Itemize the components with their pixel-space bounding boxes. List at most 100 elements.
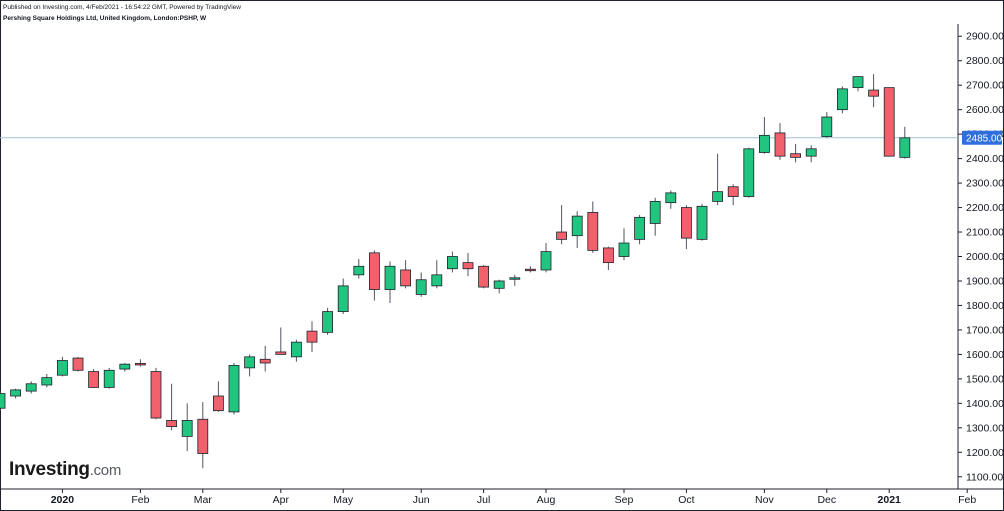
candle-body — [88, 371, 99, 388]
chart-subtitle: Pershing Square Holdings Ltd, United Kin… — [3, 15, 207, 22]
y-tick-label: 1300.00 — [966, 422, 1004, 434]
y-tick-label: 2200.00 — [966, 202, 1004, 214]
y-tick-label: 2900.00 — [966, 31, 1004, 43]
y-tick-label: 1400.00 — [966, 398, 1004, 410]
candle-body — [228, 365, 240, 413]
candle-body — [556, 231, 567, 240]
candle-body — [868, 89, 879, 97]
candle-body — [571, 215, 583, 237]
candle-body — [72, 357, 84, 371]
candles — [0, 74, 911, 469]
candle-body — [634, 216, 645, 240]
candle-body — [805, 148, 817, 157]
x-tick-label: 2020 — [51, 494, 75, 506]
x-tick-label: Aug — [537, 494, 556, 506]
logo-name: Investing — [9, 459, 90, 480]
x-tick-label: Feb — [958, 494, 976, 506]
candle-body — [883, 87, 895, 157]
candle-body — [618, 242, 630, 257]
x-tick-label: Apr — [273, 494, 290, 506]
x-tick-label: Feb — [131, 494, 149, 506]
last-price-tag-bg — [962, 130, 1002, 145]
candle-body — [197, 418, 209, 454]
candle-body — [837, 88, 848, 111]
y-tick-label: 1100.00 — [966, 471, 1003, 483]
price-axis[interactable]: 2900.002800.002700.002600.002500.002400.… — [958, 31, 1004, 484]
candle-body — [275, 351, 287, 355]
x-tick-label: Dec — [817, 494, 836, 506]
candle-body — [259, 358, 271, 364]
y-tick-label: 1600.00 — [966, 349, 1004, 361]
y-tick-label: 2700.00 — [966, 80, 1004, 92]
last-price-tag: 2485.00 — [962, 130, 1003, 145]
logo-suffix: .com — [89, 462, 122, 479]
candle-body — [212, 395, 224, 412]
candle-body — [353, 265, 365, 276]
candle-body — [181, 420, 193, 437]
candle-body — [244, 356, 256, 369]
candle-body — [41, 377, 53, 386]
time-axis[interactable]: 2020 Feb Mar Apr May Jun Jul Aug Sep Oct Nov Dec 202… — [51, 489, 977, 506]
candle-body — [306, 330, 318, 343]
candle-body — [415, 279, 427, 295]
candle-body — [774, 132, 786, 157]
candle-body — [25, 383, 37, 392]
candle-body — [57, 360, 68, 376]
candle-body — [493, 280, 505, 289]
candle-body — [150, 371, 162, 419]
candle-body — [368, 252, 380, 290]
candle-body — [322, 311, 334, 333]
candle-body — [649, 201, 661, 224]
candle-body — [462, 262, 474, 270]
candle-body — [384, 265, 396, 290]
x-tick-label: Mar — [194, 494, 213, 506]
candle-body — [10, 389, 22, 397]
y-tick-label: 1200.00 — [966, 447, 1004, 459]
candle-body — [525, 268, 536, 272]
y-tick-label: 1900.00 — [966, 275, 1004, 287]
investing-logo: Investing.com — [9, 459, 121, 481]
y-tick-label: 2600.00 — [966, 104, 1004, 116]
candle-body — [540, 251, 552, 271]
x-tick-label: Oct — [678, 494, 694, 506]
x-tick-label: 2021 — [878, 494, 902, 506]
candle-body — [0, 393, 6, 409]
y-tick-label: 2000.00 — [966, 251, 1004, 263]
candle-body — [400, 269, 412, 287]
y-tick-label: 1500.00 — [966, 373, 1004, 385]
candle-body — [899, 137, 911, 158]
y-tick-label: 1800.00 — [966, 300, 1004, 312]
candle-body — [337, 285, 349, 312]
candle-body — [712, 191, 723, 202]
candle-body — [103, 369, 115, 388]
candle-body — [852, 76, 864, 89]
candle-body — [696, 205, 708, 240]
candle-body — [290, 341, 302, 358]
candle-body — [119, 363, 131, 370]
candle-body — [790, 153, 801, 158]
x-tick-label: Nov — [755, 494, 774, 506]
candle-body — [727, 186, 739, 197]
candle-body — [821, 116, 833, 137]
candle-body — [134, 363, 146, 366]
candle-body — [743, 148, 755, 197]
candle-body — [478, 265, 490, 288]
y-tick-label: 2100.00 — [966, 227, 1004, 239]
candle-body — [603, 247, 614, 264]
y-tick-label: 2400.00 — [966, 153, 1004, 165]
x-tick-label: May — [333, 494, 354, 506]
last-price-label: 2485.00 — [966, 133, 1003, 144]
candle-body — [665, 192, 677, 204]
published-note: Published on Investing.com, 4/Feb/2021 -… — [3, 4, 241, 11]
candle-body — [681, 207, 692, 239]
candle-body — [759, 134, 770, 153]
x-tick-label: Sep — [615, 494, 634, 506]
candle-body — [166, 420, 178, 427]
y-tick-label: 1700.00 — [966, 324, 1004, 336]
candle-body — [431, 274, 443, 287]
x-tick-label: Jul — [477, 494, 490, 506]
candle-body — [587, 212, 599, 251]
candle-body — [509, 277, 521, 280]
y-tick-label: 2800.00 — [966, 55, 1004, 67]
